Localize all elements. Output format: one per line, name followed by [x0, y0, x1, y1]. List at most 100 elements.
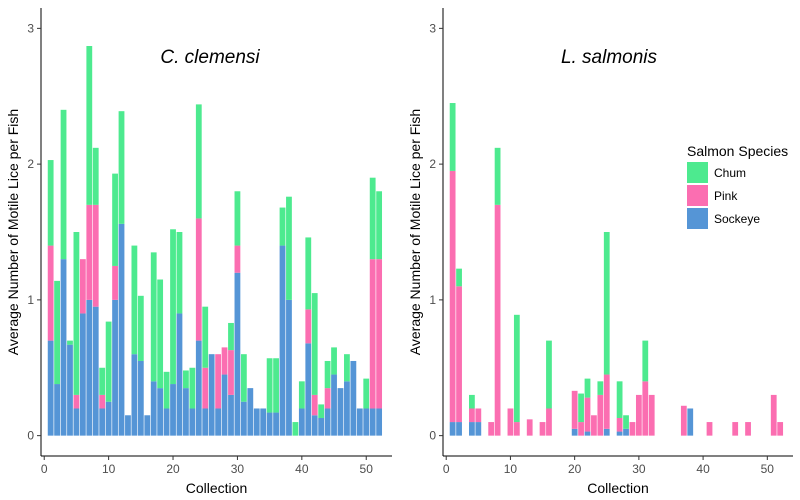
- x-ticks: 0 10 20 30 40 50: [443, 456, 774, 476]
- bar-chum-5: [73, 232, 80, 395]
- bar-chum-2: [54, 280, 60, 385]
- bar-pink-11: [112, 265, 118, 300]
- bar-chum-11: [513, 314, 520, 423]
- bar-chum-52: [376, 191, 383, 260]
- bar-sockeye-42: [311, 415, 318, 436]
- bar-pink-51: [770, 394, 777, 436]
- y-axis-title: Average Number of Motile Lice per Fish: [5, 109, 21, 355]
- bars-l-salmonis: [449, 103, 784, 436]
- bar-sockeye-2: [456, 422, 462, 436]
- bar-chum-21: [578, 393, 584, 423]
- bar-sockeye-16: [144, 415, 151, 436]
- y-axis-title: Average Number of Motile Lice per Fish: [407, 109, 423, 355]
- bar-pink-29: [228, 350, 234, 395]
- bar-sockeye-29: [228, 394, 234, 436]
- bar-pink-13: [526, 419, 533, 436]
- bar-sockeye-9: [99, 408, 106, 436]
- y-ticks: 0 1 2 3: [429, 21, 443, 443]
- bar-chum-41: [305, 237, 312, 310]
- bar-pink-8: [92, 204, 99, 307]
- bar-chum-25: [202, 306, 209, 368]
- bar-pink-1: [449, 170, 456, 423]
- bar-chum-12: [118, 111, 125, 224]
- bar-sockeye-1: [47, 340, 54, 436]
- bar-chum-50: [363, 378, 370, 409]
- bar-pink-6: [79, 259, 86, 314]
- bar-chum-2: [456, 268, 462, 287]
- y-tick-label: 1: [27, 293, 34, 307]
- bar-sockeye-5: [73, 408, 80, 436]
- bar-pink-10: [507, 408, 514, 436]
- bar-chum-4: [67, 340, 73, 345]
- y-tick-label: 0: [27, 429, 34, 443]
- bar-sockeye-40: [298, 408, 305, 436]
- bar-sockeye-23: [189, 408, 196, 436]
- bar-sockeye-37: [279, 245, 286, 436]
- x-tick-label: 30: [632, 462, 646, 476]
- bar-chum-8: [92, 147, 99, 205]
- x-tick-label: 40: [696, 462, 710, 476]
- bar-pink-5: [73, 394, 80, 409]
- bar-pink-23: [591, 415, 597, 436]
- bar-sockeye-2: [54, 384, 60, 436]
- bar-chum-24: [195, 104, 202, 219]
- bar-pink-27: [616, 417, 623, 432]
- bar-sockeye-4: [469, 422, 475, 436]
- bar-sockeye-47: [344, 381, 350, 436]
- bar-sockeye-31: [240, 401, 247, 436]
- x-tick-label: 20: [166, 462, 180, 476]
- bar-sockeye-35: [266, 412, 273, 436]
- y-tick-label: 3: [429, 21, 436, 35]
- bar-chum-10: [105, 321, 112, 402]
- bar-pink-9: [99, 394, 106, 409]
- x-tick-label: 20: [568, 462, 582, 476]
- bar-sockeye-24: [195, 340, 202, 436]
- bar-pink-22: [584, 397, 591, 432]
- bar-chum-19: [163, 371, 170, 409]
- bar-sockeye-33: [253, 408, 260, 436]
- bar-pink-24: [195, 218, 202, 341]
- bar-pink-52: [777, 422, 784, 436]
- x-tick-label: 30: [231, 462, 245, 476]
- bar-sockeye-41: [305, 343, 312, 436]
- legend-label-chum: Chum: [714, 166, 746, 180]
- bar-sockeye-50: [363, 408, 370, 436]
- bar-pink-31: [642, 381, 649, 436]
- bar-chum-15: [137, 295, 144, 361]
- bar-sockeye-34: [260, 408, 267, 436]
- bar-sockeye-27: [616, 431, 623, 436]
- bar-sockeye-1: [449, 422, 456, 436]
- bar-sockeye-25: [202, 408, 209, 436]
- bar-sockeye-21: [176, 313, 183, 436]
- bar-sockeye-38: [687, 408, 694, 436]
- bar-sockeye-32: [247, 388, 254, 436]
- bar-pink-30: [635, 394, 642, 436]
- bar-chum-28: [623, 415, 629, 429]
- bar-sockeye-28: [623, 428, 629, 436]
- bar-sockeye-51: [369, 408, 376, 436]
- panel-title: C. clemensi: [160, 47, 260, 68]
- legend-label-sockeye: Sockeye: [714, 212, 760, 226]
- bar-chum-1: [47, 160, 54, 246]
- bar-chum-29: [228, 322, 234, 351]
- bar-pink-28: [221, 347, 228, 375]
- bar-pink-32: [648, 394, 655, 436]
- x-axis-title: Collection: [587, 480, 648, 496]
- bar-chum-1: [449, 103, 456, 171]
- bar-chum-31: [240, 354, 247, 402]
- bar-sockeye-22: [584, 431, 591, 436]
- bar-chum-18: [157, 279, 164, 389]
- bar-pink-30: [234, 245, 241, 273]
- bar-sockeye-5: [475, 422, 482, 436]
- bar-chum-7: [86, 46, 93, 205]
- bar-pink-1: [47, 245, 54, 341]
- y-ticks: 0 1 2 3: [27, 21, 41, 443]
- bar-pink-29: [629, 422, 636, 436]
- bar-pink-47: [745, 422, 751, 436]
- bar-chum-38: [286, 196, 292, 300]
- bar-chum-37: [279, 207, 286, 246]
- bar-sockeye-11: [112, 299, 118, 436]
- bar-chum-8: [494, 147, 501, 205]
- bar-chum-47: [344, 354, 350, 382]
